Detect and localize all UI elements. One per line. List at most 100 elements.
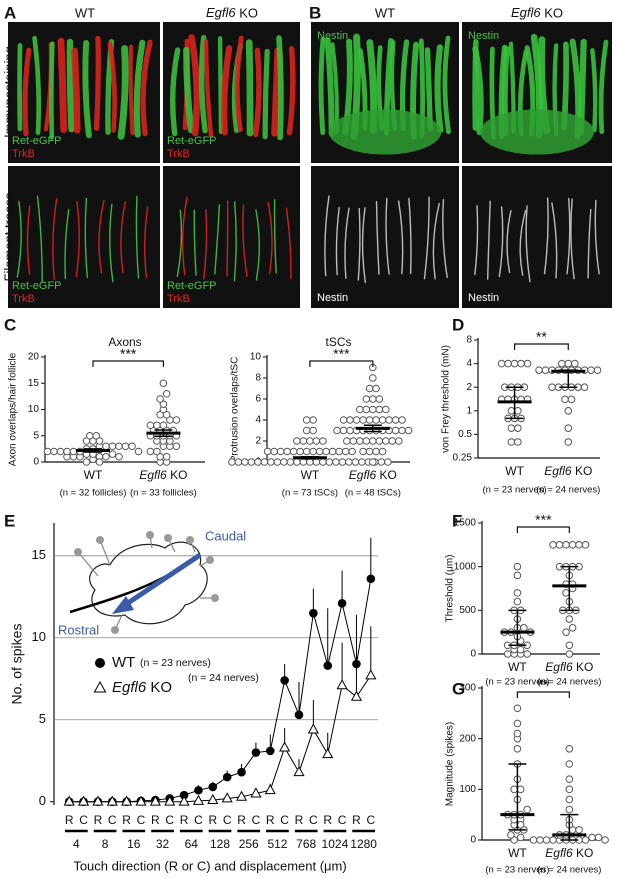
- y-tick-label: 2: [255, 436, 261, 447]
- data-point: [351, 458, 360, 466]
- x-tick-label: Egfl6 KO: [545, 660, 593, 674]
- stain-label: Ret-eGFP: [12, 280, 62, 292]
- fiber: [98, 200, 105, 274]
- fiber: [472, 45, 484, 136]
- y-tick-label: 1000: [454, 561, 477, 572]
- data-point: [77, 795, 90, 806]
- data-point: [378, 416, 387, 424]
- data-point: [92, 795, 104, 806]
- data-point: [513, 562, 522, 571]
- inset-arrowhead: [112, 596, 134, 614]
- y-axis-label: Threshold (μm): [445, 555, 456, 623]
- data-point: [507, 438, 516, 446]
- y-tick-label: 10: [250, 352, 262, 363]
- x-tick-label: C: [223, 813, 232, 827]
- x-tick-label: C: [165, 813, 174, 827]
- data-point: [564, 438, 573, 446]
- column-label: WT: [75, 5, 95, 20]
- data-point: [504, 359, 512, 368]
- x-tick-label: WT: [508, 660, 527, 674]
- inset-label: Caudal: [205, 528, 246, 543]
- fiber: [26, 205, 31, 275]
- stain-label: Nestin: [317, 30, 348, 42]
- data-point: [346, 416, 354, 424]
- data-point: [356, 437, 364, 445]
- data-point: [265, 746, 275, 756]
- data-point: [333, 426, 341, 435]
- data-point: [43, 447, 52, 456]
- fiber: [181, 196, 188, 276]
- data-point: [299, 458, 308, 466]
- significance-bracket: [309, 360, 374, 367]
- fiber: [75, 200, 80, 278]
- data-point: [102, 442, 110, 451]
- x-tick-label: C: [108, 813, 117, 827]
- fiber: [234, 35, 244, 133]
- inset-hair-tip: [74, 548, 82, 556]
- data-point: [549, 541, 557, 549]
- panel-label: F: [452, 511, 462, 530]
- data-point: [134, 447, 143, 456]
- data-point: [580, 383, 589, 392]
- group-label: 512: [267, 837, 287, 851]
- data-point: [69, 447, 78, 456]
- fiber: [140, 39, 153, 137]
- data-point: [365, 669, 377, 680]
- data-point: [159, 379, 168, 388]
- data-point: [346, 426, 354, 435]
- inset-hair-tip: [146, 531, 154, 539]
- data-point: [362, 405, 371, 414]
- data-point: [309, 608, 318, 618]
- fiber: [271, 47, 282, 137]
- data-point: [594, 833, 603, 842]
- data-point: [557, 359, 566, 368]
- panel-label: A: [4, 3, 16, 22]
- fiber: [144, 206, 149, 279]
- inset-hair-tip: [206, 556, 214, 564]
- x-sublabel: (n = 24 nerves): [536, 485, 600, 496]
- x-tick-label: C: [252, 813, 261, 827]
- data-point: [319, 458, 327, 466]
- fiber: [506, 209, 512, 274]
- x-tick-label: WT: [301, 468, 320, 482]
- x-tick-label: C: [79, 813, 88, 827]
- y-tick-label: 0.5: [458, 429, 472, 440]
- data-point: [146, 447, 155, 456]
- data-point: [548, 383, 556, 392]
- data-point: [510, 785, 518, 794]
- data-point: [325, 458, 334, 466]
- x-sublabel: (n = 73 tSCs): [282, 488, 338, 499]
- fiber: [66, 38, 75, 133]
- data-point: [289, 447, 298, 456]
- data-point: [375, 405, 384, 414]
- significance: **: [538, 677, 549, 693]
- y-tick-label: 1500: [454, 518, 477, 529]
- y-tick-label: 100: [459, 784, 476, 795]
- data-point: [254, 458, 262, 466]
- data-point: [343, 437, 351, 445]
- data-point: [221, 792, 233, 803]
- data-point: [375, 437, 384, 445]
- data-point: [516, 785, 525, 794]
- data-point: [280, 458, 288, 466]
- panel-label: C: [4, 315, 16, 334]
- data-point: [172, 416, 181, 424]
- fiber: [226, 200, 229, 277]
- inset-hair-tip: [186, 536, 194, 544]
- data-point: [513, 729, 522, 738]
- fiber: [442, 199, 448, 279]
- data-point: [82, 458, 91, 466]
- data-point: [575, 826, 583, 834]
- data-point: [359, 447, 367, 456]
- fiber: [273, 198, 277, 274]
- data-point: [541, 366, 550, 374]
- data-point: [264, 784, 276, 795]
- data-point: [513, 704, 522, 713]
- y-tick-label: 0.25: [453, 453, 473, 464]
- fiber: [262, 48, 270, 140]
- data-point: [108, 450, 117, 458]
- data-point: [377, 458, 386, 466]
- y-axis-label: Axon overlaps/hair follicle: [8, 352, 19, 466]
- data-point: [565, 785, 574, 794]
- data-point: [523, 805, 531, 814]
